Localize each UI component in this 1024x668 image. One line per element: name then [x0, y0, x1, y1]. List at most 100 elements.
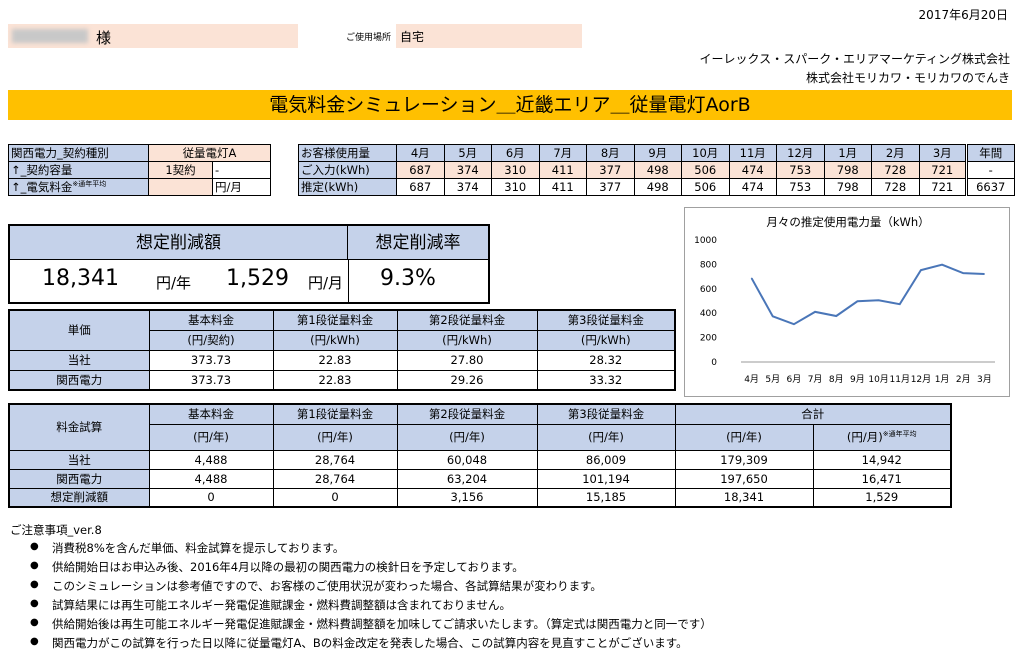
usage-month-header: 3月 — [918, 144, 967, 162]
trial-row-label: 関西電力 — [8, 468, 150, 489]
usage-header-label: お客様使用量 — [298, 144, 397, 162]
chart-y-tick-label: 0 — [711, 358, 717, 368]
note-item: 供給開始後は再生可能エネルギー発電促進賦課金・燃料費調整額を加味してご請求いたし… — [52, 617, 712, 631]
usage-input-cell[interactable]: 377 — [586, 161, 635, 179]
unit-price-cell: 22.83 — [272, 349, 398, 371]
usage-estimate-cell: 498 — [633, 178, 682, 196]
unit-price-table: 単価 基本料金 第1段従量料金 第2段従量料金 第3段従量料金 (円/契約) (円/kWh… — [8, 309, 676, 391]
contract-fee-label: ↑_電気料金※通年平均 — [8, 178, 149, 196]
location-box: 自宅 — [396, 24, 582, 48]
chart-x-tick-label: 8月 — [829, 374, 844, 385]
trial-unit-text: (円/年) — [588, 430, 624, 444]
trial-note: ※通年平均 — [882, 430, 917, 439]
date: 2017年6月20日 — [918, 8, 1008, 22]
trial-header: 第2段従量料金 — [396, 403, 538, 425]
usage-input-cell[interactable]: 498 — [633, 161, 682, 179]
chart-data-point — [835, 315, 837, 317]
contract-fee-value — [148, 178, 213, 196]
trial-cell: 18,341 — [674, 487, 814, 508]
usage-month-header: 11月 — [728, 144, 777, 162]
usage-input-cell[interactable]: - — [965, 161, 1015, 179]
unit-price-unit: (円/kWh) — [536, 329, 676, 351]
trial-header: 第1段従量料金 — [272, 403, 398, 425]
contract-type-value: 従量電灯A — [148, 144, 271, 162]
trial-unit: (円/月)※通年平均 — [812, 423, 952, 451]
savings-rate-value: 9.3% — [380, 266, 436, 291]
chart-x-tick-label: 3月 — [977, 374, 992, 385]
chart-y-tick-label: 200 — [700, 334, 717, 344]
usage-input-cell[interactable]: 798 — [823, 161, 872, 179]
chart-data-point — [920, 269, 922, 271]
usage-month-header: 8月 — [586, 144, 635, 162]
trial-cell: 15,185 — [536, 487, 676, 508]
chart-x-tick-label: 6月 — [787, 374, 802, 385]
table-row: 想定削減額 0 0 3,156 15,185 18,341 1,529 — [8, 487, 952, 508]
table-row: ↑_契約容量 1契約 - — [8, 161, 271, 179]
unit-price-cell: 29.26 — [396, 369, 538, 391]
savings-monthly-unit: 円/月 — [308, 274, 344, 292]
savings-yearly-unit: 円/年 — [156, 274, 192, 292]
savings-divider — [348, 260, 349, 302]
unit-price-header: 第1段従量料金 — [272, 309, 398, 331]
chart-data-point — [814, 311, 816, 313]
trial-unit-text: (円/年) — [317, 430, 353, 444]
company-line2: 株式会社モリカワ・モリカワのでんき — [805, 71, 1010, 85]
location-value: 自宅 — [400, 30, 425, 44]
customer-name-box: 様 — [8, 24, 298, 48]
savings-box: 想定削減額 想定削減率 18,341 円/年 1,529 円/月 9.3% — [8, 224, 490, 304]
chart-x-tick-label: 2月 — [956, 374, 971, 385]
usage-input-cell[interactable]: 374 — [443, 161, 492, 179]
usage-input-cell[interactable]: 721 — [918, 161, 967, 179]
chart-data-point — [793, 323, 795, 325]
unit-price-header: 第3段従量料金 — [536, 309, 676, 331]
chart-title: 月々の推定使用電力量（kWh） — [766, 215, 930, 229]
chart-y-tick-label: 1000 — [694, 236, 717, 246]
savings-rate-header: 想定削減率 — [348, 226, 488, 260]
unit-price-row-label: 当社 — [8, 349, 150, 371]
table-row: お客様使用量 4月 5月 6月 7月 8月 9月 10月 11月 12月 1月 2月 3月 年間 — [298, 144, 1015, 162]
chart-data-point — [983, 273, 985, 275]
unit-price-unit: (円/kWh) — [396, 329, 538, 351]
trial-unit: (円/年) — [674, 423, 814, 451]
usage-input-cell[interactable]: 310 — [491, 161, 540, 179]
usage-month-header: 12月 — [776, 144, 825, 162]
trial-unit: (円/年) — [272, 423, 398, 451]
location-label: ご使用場所 — [346, 33, 392, 43]
chart-x-tick-label: 1月 — [935, 374, 950, 385]
chart-data-point — [772, 315, 774, 317]
customer-name-blur — [12, 29, 88, 43]
trial-cell: 28,764 — [272, 468, 398, 489]
chart-series-line — [750, 263, 985, 326]
trial-row-label: 想定削減額 — [8, 487, 150, 508]
usage-month-header: 10月 — [681, 144, 730, 162]
usage-input-cell[interactable]: 506 — [681, 161, 730, 179]
usage-estimate-cell: 377 — [586, 178, 635, 196]
chart-data-point — [856, 300, 858, 302]
chart-x-tick-label: 9月 — [850, 374, 865, 385]
contract-table: 関西電力_契約種別 従量電灯A ↑_契約容量 1契約 - ↑_電気料金※通年平均… — [8, 144, 271, 196]
note-item: 消費税8%を含んだ単価、料金試算を提示しております。 — [52, 541, 345, 555]
usage-estimate-cell: 474 — [728, 178, 777, 196]
notes-title: ご注意事項_ver.8 — [10, 523, 102, 537]
trial-row-label: 当社 — [8, 449, 150, 470]
contract-type-label: 関西電力_契約種別 — [8, 144, 149, 162]
trial-label: 料金試算 — [8, 403, 150, 451]
trial-header: 第3段従量料金 — [536, 403, 676, 425]
usage-input-cell[interactable]: 728 — [871, 161, 920, 179]
usage-input-cell[interactable]: 474 — [728, 161, 777, 179]
trial-cell: 3,156 — [396, 487, 538, 508]
chart-x-tick-label: 7月 — [808, 374, 823, 385]
usage-input-cell[interactable]: 687 — [396, 161, 445, 179]
chart-x-tick-label: 5月 — [765, 374, 780, 385]
unit-price-label: 単価 — [8, 309, 150, 351]
trial-unit-text: (円/月) — [846, 430, 883, 444]
unit-price-unit: (円/契約) — [148, 329, 274, 351]
trial-cell: 4,488 — [148, 468, 274, 489]
usage-input-cell[interactable]: 411 — [538, 161, 587, 179]
note-item: このシミュレーションは参考値ですので、お客様のご使用状況が変わった場合、各試算結… — [52, 579, 602, 593]
usage-estimate-cell: 753 — [776, 178, 825, 196]
customer-name-suffix: 様 — [96, 29, 112, 47]
table-row: ご入力(kWh) 687 374 310 411 377 498 506 474 753 798 72… — [298, 161, 1015, 179]
trial-header: 合計 — [674, 403, 952, 425]
usage-input-cell[interactable]: 753 — [776, 161, 825, 179]
